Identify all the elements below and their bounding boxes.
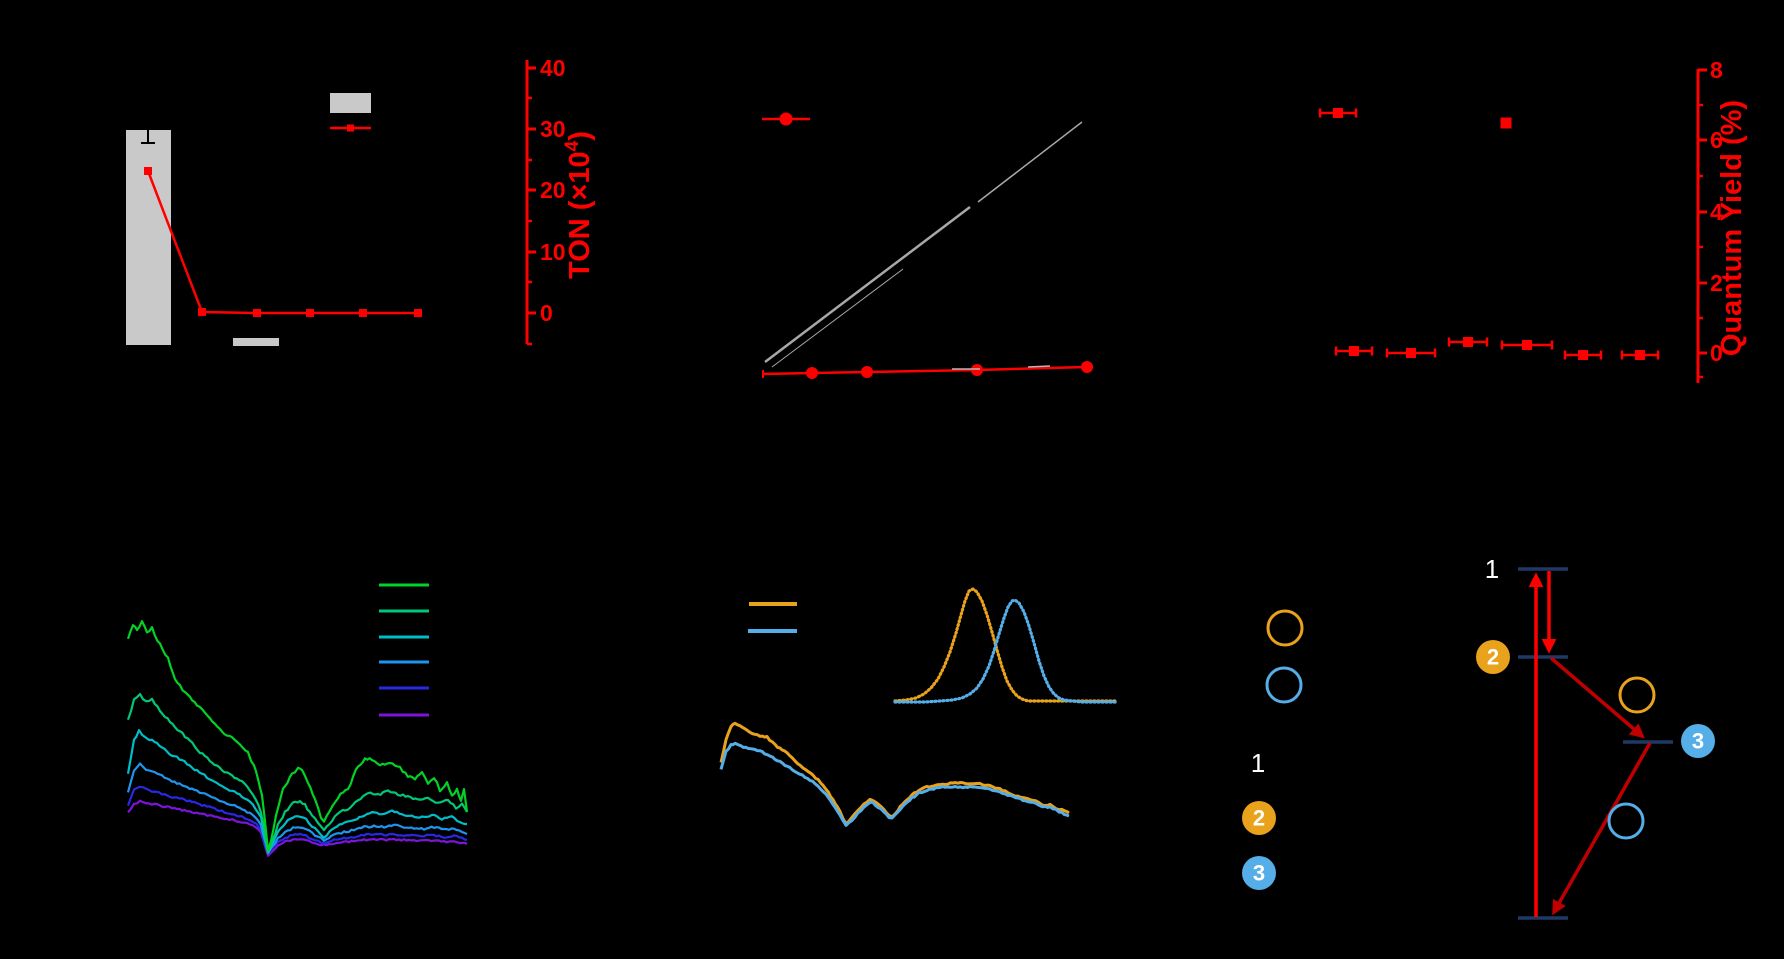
sky_blue-open-circle-icon [1607,802,1645,840]
ton-line [146,170,418,315]
axis-tick-label: 40 [540,55,566,81]
isolated-point [779,112,793,126]
qy-point [1635,350,1645,360]
state-3-badge [1681,724,1715,758]
axis-tick-label: 0 [1710,340,1723,366]
measured-point [1081,361,1093,373]
axis-tick-label: 0 [540,300,553,326]
species-spectrum-curve [719,741,1070,827]
ton-point [144,167,152,175]
ton-axis-title-sup: 4 [562,140,583,151]
bar [233,338,279,346]
qy-legend-marker [1500,117,1512,129]
spectrum-curve [126,693,468,854]
spectrum-curve [126,762,468,855]
panel-a-bar-line-chart: 40 30 20 10 0 [126,55,566,346]
ton-point [359,309,367,317]
reference-diagonal-line [764,206,971,363]
spectrum-curve [126,620,469,852]
ton-point [306,309,314,317]
inset-peak-curve [893,598,1119,704]
legend-bar-swatch [330,93,371,113]
panel-b-line-chart [762,112,1093,379]
legend-sky_blue-open-circle-icon [1265,666,1303,704]
quantum-yield-axis-title: Quantum Yield (%) [1716,100,1748,356]
measured-point [806,367,818,379]
axis-tick-label: 30 [540,116,566,142]
state-2-number: 2 [1487,645,1499,670]
transition-arrow [1552,742,1652,916]
qy-point [1349,346,1359,356]
ton-point [414,309,422,317]
axis-tick-label: 10 [540,239,566,265]
spectrum-curve [126,729,467,854]
axis-tick-label: 8 [1710,57,1723,83]
qy-point [1463,337,1473,347]
qy-point [1522,340,1532,350]
state-3-number: 3 [1253,861,1265,886]
state-2-badge [1476,640,1510,674]
panel-e-species-spectra [719,587,1119,827]
reference-diagonal-line [977,121,1083,203]
axis-tick-label: 4 [1710,199,1723,225]
qy-point [1406,348,1416,358]
state-2-number: 2 [1253,806,1265,831]
ton-axis-title-main: TON (×10 [564,151,596,279]
panel-c-quantum-yield-scatter: 8 6 4 2 0 [1318,57,1723,383]
panel-d-transient-spectra [126,583,469,857]
legend-1-label: 1 [1251,748,1265,778]
axis-tick-label: 6 [1710,127,1723,153]
state-3-number: 3 [1692,729,1704,754]
axis-tick-label: 2 [1710,270,1723,296]
state-3-badge [1242,856,1276,890]
panel-f-energy-diagram: 1 2 3 1 2 3 [1242,554,1715,920]
axis-tick-label: 20 [540,177,566,203]
state-1-label: 1 [1485,554,1499,584]
transition-arrow [1549,656,1645,739]
legend-line-marker [347,124,354,132]
ton-point [253,309,261,317]
legend-orange-open-circle-icon [1266,609,1304,647]
ton-axis-title-close: ) [564,131,596,141]
ton-point [198,308,206,316]
spectrum-curve [127,799,468,857]
inset-peak-curve [893,587,1117,703]
qy-point [1333,108,1343,118]
measured-point [861,366,873,378]
measured-point [971,364,983,376]
gray-overlap-dash [1027,365,1051,368]
state-2-badge [1242,801,1276,835]
spectrum-curve [126,785,468,855]
qy-point [1578,350,1588,360]
orange-open-circle-icon [1618,676,1656,714]
bar [126,130,171,345]
ton-axis-title: TON (×104) [562,131,596,279]
reference-diagonal-line [771,268,904,368]
species-spectrum-curve [719,721,1070,826]
